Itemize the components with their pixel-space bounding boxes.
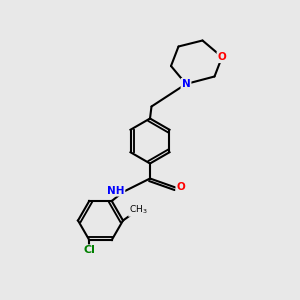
Text: O: O: [218, 52, 226, 62]
Text: NH: NH: [107, 185, 124, 196]
Text: O: O: [176, 182, 185, 193]
Text: CH$_3$: CH$_3$: [129, 204, 147, 216]
Text: Cl: Cl: [83, 245, 95, 256]
Text: N: N: [182, 79, 190, 89]
